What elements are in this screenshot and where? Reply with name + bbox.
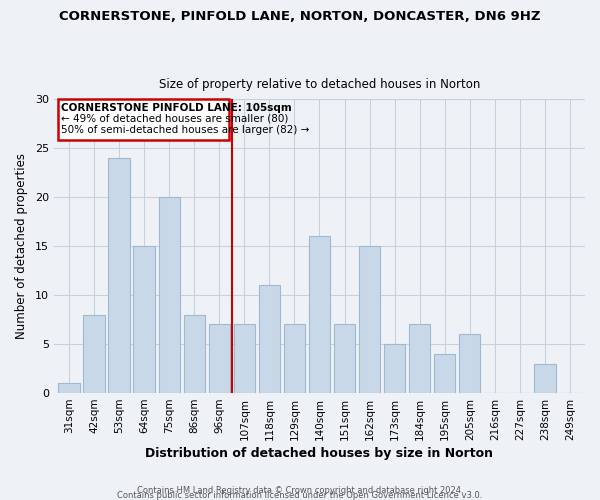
Title: Size of property relative to detached houses in Norton: Size of property relative to detached ho… xyxy=(159,78,480,91)
Bar xyxy=(209,324,230,393)
Bar xyxy=(109,158,130,393)
Bar xyxy=(459,334,481,393)
Bar xyxy=(334,324,355,393)
Bar xyxy=(534,364,556,393)
Y-axis label: Number of detached properties: Number of detached properties xyxy=(15,153,28,339)
Text: Contains HM Land Registry data © Crown copyright and database right 2024.: Contains HM Land Registry data © Crown c… xyxy=(137,486,463,495)
Bar xyxy=(184,314,205,393)
Text: CORNERSTONE PINFOLD LANE: 105sqm: CORNERSTONE PINFOLD LANE: 105sqm xyxy=(61,102,292,113)
FancyBboxPatch shape xyxy=(58,99,229,140)
Bar xyxy=(259,286,280,393)
Bar xyxy=(309,236,330,393)
Text: 50% of semi-detached houses are larger (82) →: 50% of semi-detached houses are larger (… xyxy=(61,124,310,134)
Bar xyxy=(434,354,455,393)
Bar xyxy=(133,246,155,393)
Text: CORNERSTONE, PINFOLD LANE, NORTON, DONCASTER, DN6 9HZ: CORNERSTONE, PINFOLD LANE, NORTON, DONCA… xyxy=(59,10,541,23)
Text: Contains public sector information licensed under the Open Government Licence v3: Contains public sector information licen… xyxy=(118,491,482,500)
Bar xyxy=(158,197,180,393)
Bar xyxy=(83,314,104,393)
Bar xyxy=(384,344,405,393)
Bar xyxy=(409,324,430,393)
Bar xyxy=(284,324,305,393)
Text: ← 49% of detached houses are smaller (80): ← 49% of detached houses are smaller (80… xyxy=(61,114,289,124)
X-axis label: Distribution of detached houses by size in Norton: Distribution of detached houses by size … xyxy=(145,447,493,460)
Bar xyxy=(359,246,380,393)
Bar xyxy=(58,384,80,393)
Bar xyxy=(233,324,255,393)
